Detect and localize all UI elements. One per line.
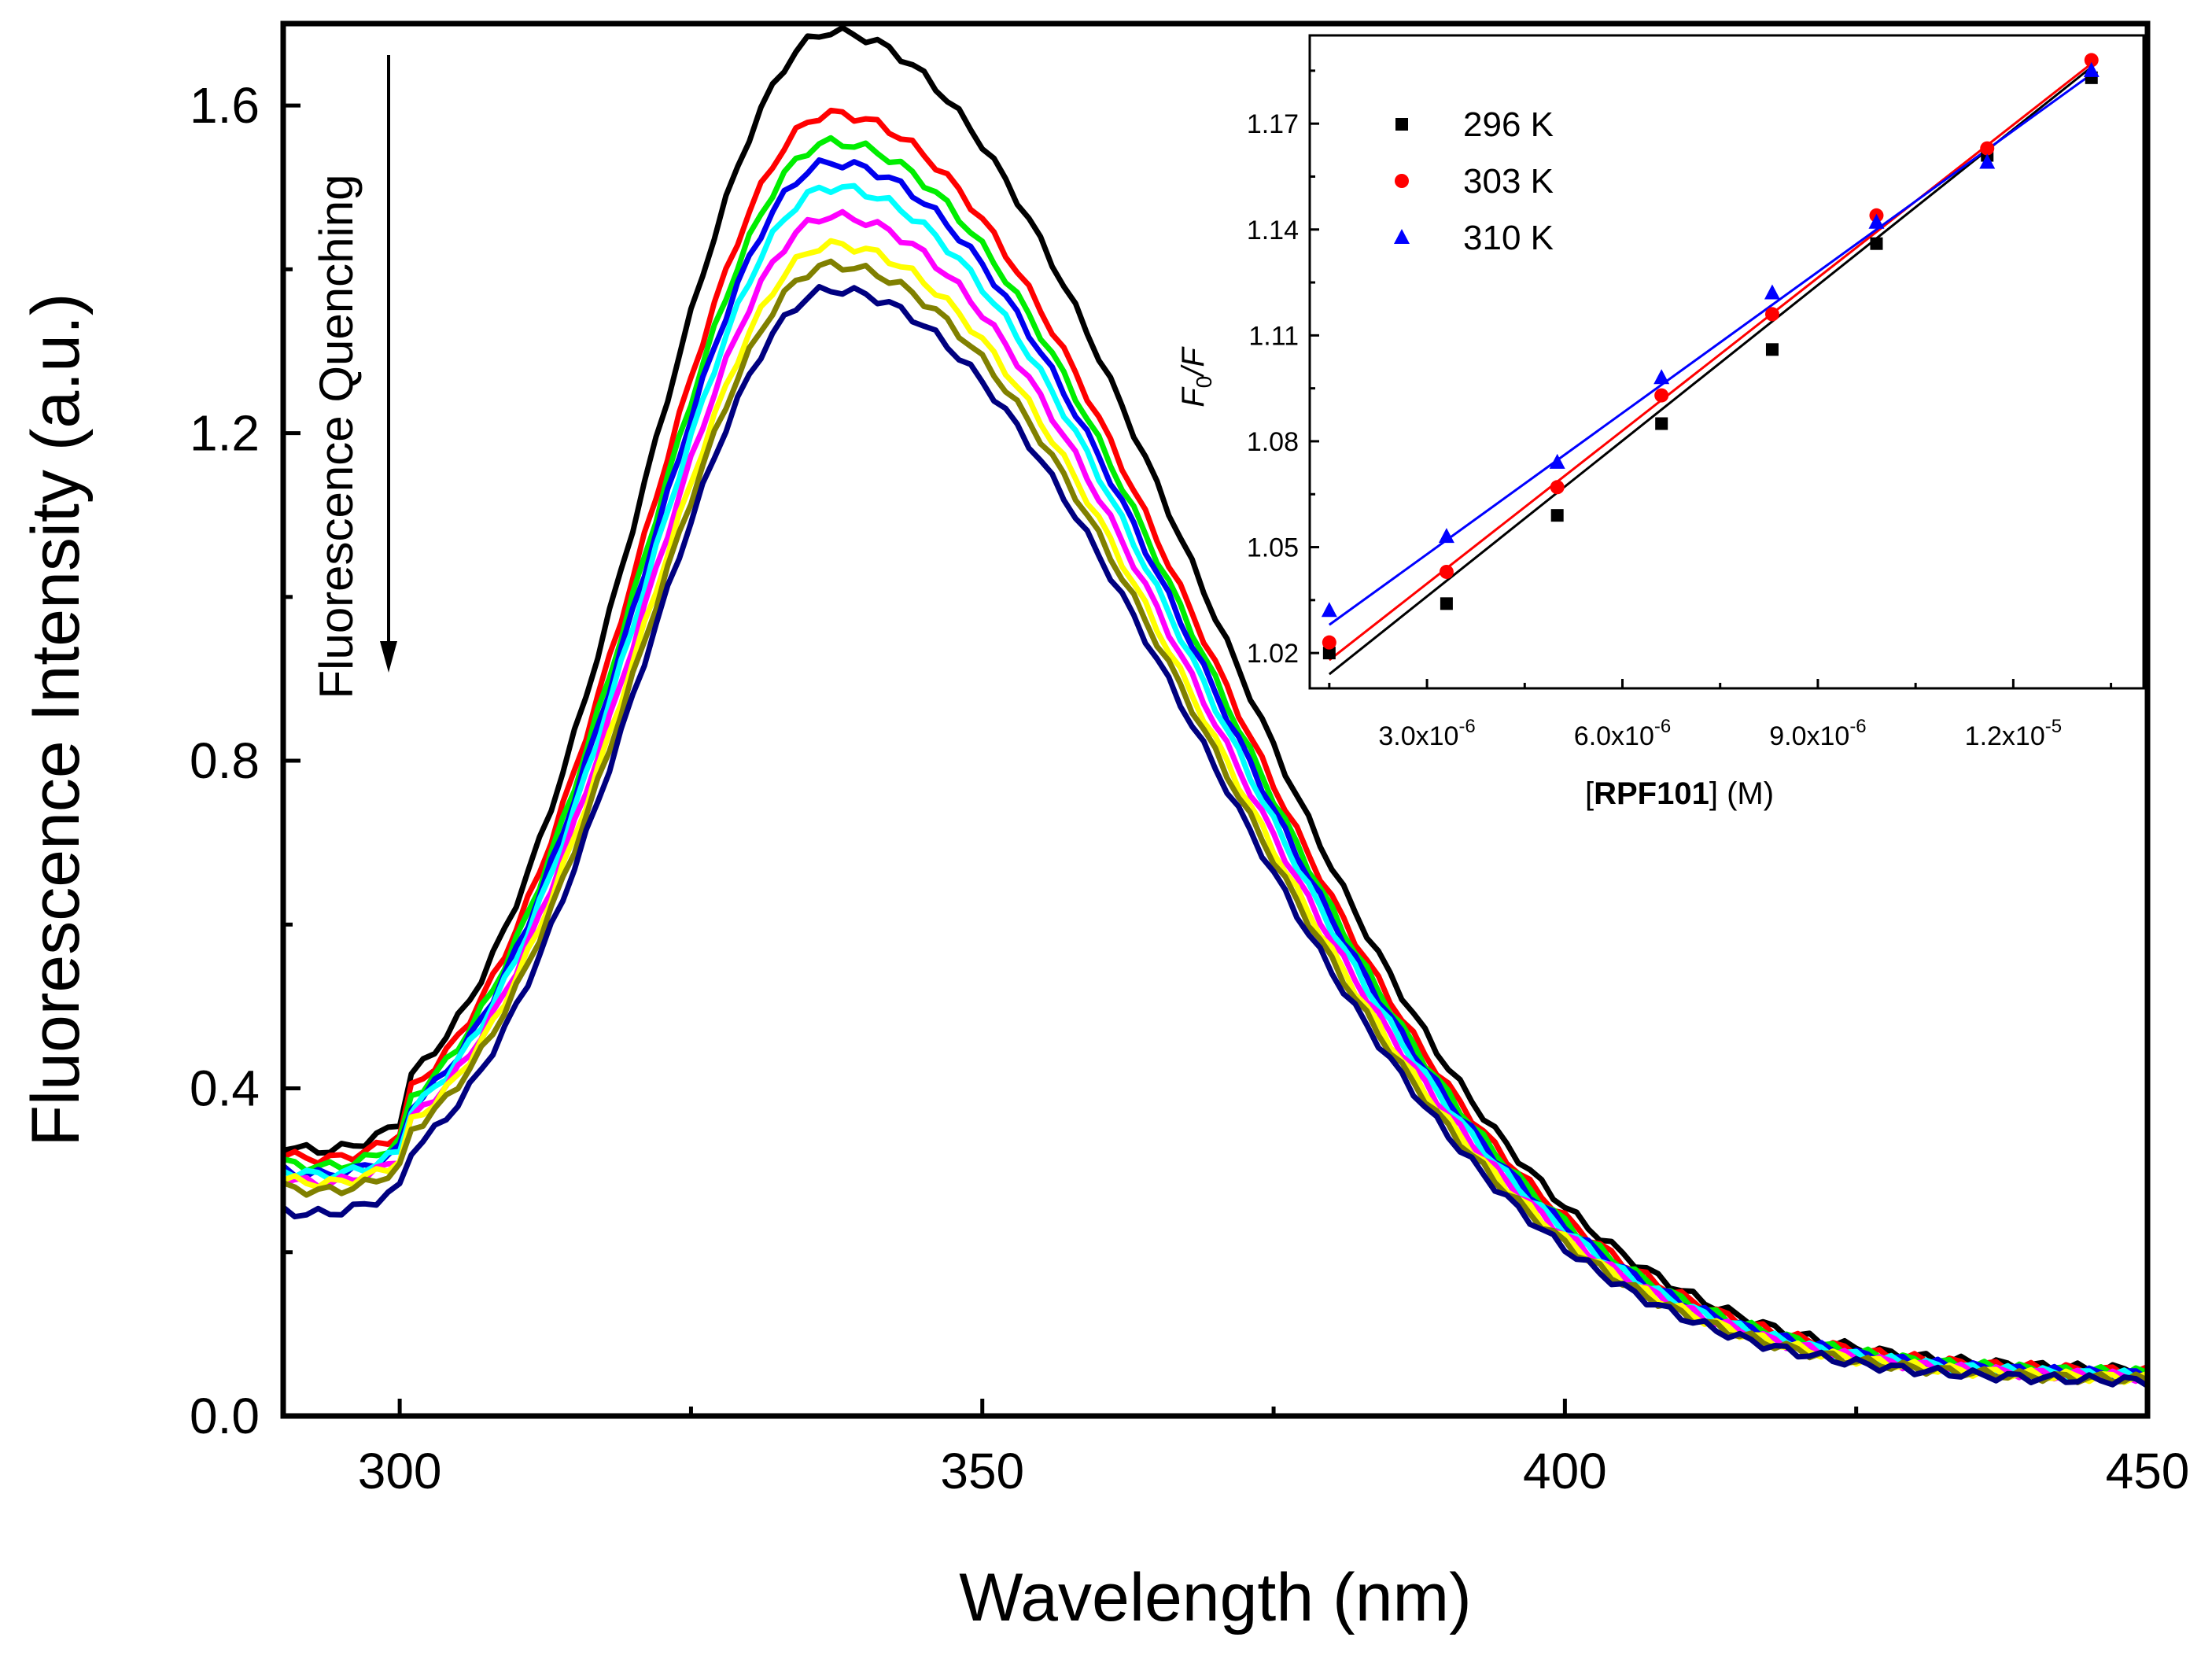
fit-line-296K (1328, 66, 2092, 676)
inset-legend: 296 K 303 K 310 K (1394, 105, 1554, 257)
legend-label: 296 K (1463, 105, 1554, 144)
point-303K (1550, 480, 1565, 495)
inset-x-tick-exponent: -5 (2045, 716, 2062, 737)
quenching-annotation: Fluorescence Quenching (310, 55, 397, 699)
inset-x-label-unit: ] (M) (1709, 776, 1774, 811)
main-x-tick-label: 450 (2106, 1443, 2190, 1499)
point-310K (1979, 153, 1996, 169)
inset-x-tick-label: 9.0x10-6 (1769, 716, 1866, 751)
main-y-tick-label: 1.6 (190, 77, 260, 134)
point-303K (1980, 141, 1995, 156)
inset-y-label-f: F (1176, 386, 1211, 407)
spectrum-line-7 (282, 258, 2149, 1385)
main-y-tick-label: 0.4 (190, 1060, 260, 1117)
inset-y-tick-label: 1.05 (1247, 533, 1299, 563)
inset-x-tick-label: 6.0x10-6 (1574, 716, 1671, 751)
main-y-axis-label: Fluorescence Intensity (a.u.) (18, 293, 94, 1146)
inset-x-label-bold: RPF101 (1594, 776, 1709, 811)
point-296K (1440, 597, 1453, 610)
point-303K (2084, 53, 2099, 68)
inset-x-tick-label: 3.0x10-6 (1378, 716, 1475, 751)
main-x-tick-label: 400 (1523, 1443, 1607, 1499)
legend-label: 310 K (1463, 219, 1554, 257)
point-310K (1653, 369, 1670, 385)
inset-x-tick-exponent: -6 (1849, 716, 1866, 737)
point-303K (1439, 564, 1454, 579)
main-x-tick-label: 350 (940, 1443, 1024, 1499)
inset-x-tick-mantissa: 3.0x10 (1378, 721, 1458, 751)
inset-x-tick-exponent: -6 (1458, 716, 1475, 737)
point-310K (1438, 528, 1454, 544)
inset-plot-frame (1308, 34, 2145, 690)
point-310K (1764, 284, 1780, 300)
inset-y-label-sub: 0 (1192, 376, 1216, 389)
main-ticks: 300 350 400 450 0.0 0.4 0.8 1.2 1.6 (190, 77, 2189, 1499)
main-x-axis-label: Wavelength (nm) (959, 1560, 1472, 1635)
inset-y-tick-label: 1.02 (1247, 639, 1299, 669)
inset-y-axis-label: F0/F (1176, 346, 1216, 407)
legend-marker-310K (1394, 229, 1410, 244)
legend-marker-296K (1395, 118, 1408, 131)
main-plot-frame (280, 20, 2151, 1419)
point-303K (1764, 307, 1779, 322)
inset-x-axis-label: [RPF101] (M) (1585, 776, 1774, 811)
inset-y-tick-label: 1.11 (1248, 321, 1299, 351)
point-296K (1550, 509, 1564, 522)
inset-x-label-open: [ (1585, 776, 1594, 811)
spectrum-line-2 (282, 135, 2149, 1378)
inset-x-tick-mantissa: 9.0x10 (1769, 721, 1849, 751)
point-303K (1654, 388, 1669, 403)
inset-x-tick-exponent: -6 (1654, 716, 1671, 737)
inset-chart: 3.0x10-6 6.0x10-6 9.0x10-6 1.2x10-51.021.05… (1176, 34, 2145, 811)
point-310K (1321, 602, 1337, 618)
main-x-tick-label: 300 (358, 1443, 442, 1499)
main-y-tick-label: 0.8 (190, 732, 260, 789)
point-296K (1322, 647, 1336, 660)
quenching-annotation-text: Fluorescence Quenching (310, 174, 363, 699)
fit-line-310K (1328, 73, 2092, 626)
spectrum-line-6 (282, 238, 2149, 1385)
quenching-arrow-head (380, 641, 397, 673)
main-y-tick-label: 1.2 (190, 405, 260, 462)
point-310K (2083, 61, 2100, 77)
fit-line-303K (1328, 62, 2092, 662)
inset-points (1321, 53, 2100, 660)
inset-ticks: 3.0x10-6 6.0x10-6 9.0x10-6 1.2x10-51.021.05… (1247, 69, 2113, 751)
inset-y-tick-label: 1.14 (1247, 216, 1299, 245)
inset-x-tick-mantissa: 1.2x10 (1965, 721, 2045, 751)
point-296K (1765, 343, 1779, 356)
main-chart: 300 350 400 450 0.0 0.4 0.8 1.2 1.6 Wavelength (… (18, 20, 2189, 1635)
point-310K (1868, 213, 1885, 229)
inset-y-tick-label: 1.08 (1247, 427, 1299, 457)
point-296K (1870, 237, 1883, 250)
point-296K (1655, 417, 1668, 430)
inset-fit-lines (1328, 62, 2092, 676)
inset-x-tick-mantissa: 6.0x10 (1574, 721, 1654, 751)
spectrum-line-8 (281, 284, 2149, 1388)
main-y-tick-label: 0.0 (190, 1388, 260, 1444)
point-310K (1549, 453, 1565, 469)
legend-label: 303 K (1463, 162, 1554, 201)
legend-marker-303K (1395, 174, 1409, 188)
inset-x-tick-label: 1.2x10-5 (1965, 716, 2062, 751)
main-curves (281, 24, 2149, 1388)
inset-y-label-rest: /F (1176, 346, 1211, 378)
inset-y-tick-label: 1.17 (1247, 109, 1299, 139)
point-303K (1322, 635, 1336, 650)
